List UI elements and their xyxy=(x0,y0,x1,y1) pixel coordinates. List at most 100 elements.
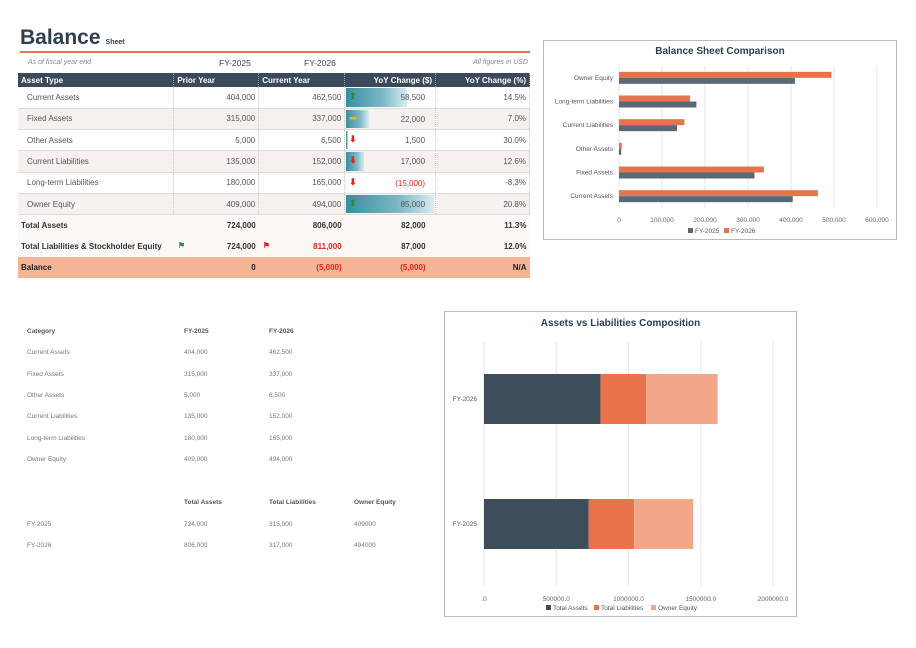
year-label: FY-2026 xyxy=(27,542,52,549)
prior-year-value: 724,000 xyxy=(226,242,256,252)
legend-swatch xyxy=(594,605,599,610)
value-cell: 6,500 xyxy=(269,391,286,399)
legend-label: FY-2025 xyxy=(695,228,720,235)
yoy-change-value: 85,000 xyxy=(400,199,426,209)
fy-current-label: FY-2026 xyxy=(304,58,336,68)
yoy-data-bar xyxy=(346,152,364,171)
prior-year-value: 724,000 xyxy=(173,214,259,237)
as-of-label: As of fiscal year end xyxy=(28,59,92,66)
stacked-segment-total-assets xyxy=(484,374,601,424)
table-row: Fixed Assets 315,000 337,000 ➡ 22,000 7.0% xyxy=(18,108,530,131)
row-label: Fixed Assets xyxy=(18,108,175,131)
row-label: Owner Equity xyxy=(18,193,175,216)
chart-title: Balance Sheet Comparison xyxy=(655,46,785,57)
value-cell: 409,000 xyxy=(184,455,208,463)
prior-year-value: 409,000 xyxy=(173,193,260,216)
value-cell: 494,000 xyxy=(269,455,293,463)
current-year-value: 152,000 xyxy=(258,150,346,173)
legend-label: Total Liabilities xyxy=(601,605,644,612)
column-header: Total Liabilities xyxy=(269,499,316,506)
bar-fy2025 xyxy=(619,125,678,132)
chart2-svg: .0 500000.0 1000000.0 1500000.0 2000000.0 FY-… xyxy=(453,341,789,612)
y-category-label: Long-term Liabilities xyxy=(555,99,614,106)
prior-year-value: 0 xyxy=(173,257,259,279)
stacked-segment-owner-equity xyxy=(646,374,718,424)
trend-down-arrow-icon: ⬇ xyxy=(349,134,357,145)
yoy-change-cell: ⬇ 17,000 xyxy=(344,150,437,173)
chart-legend: Total Assets Total Liabilities Owner Equit… xyxy=(546,605,698,612)
page-title: Balance Sheet xyxy=(20,26,125,50)
current-year-value: 811,000 xyxy=(313,242,342,252)
col-header[interactable]: Current Year xyxy=(258,73,346,87)
category-label: Current Liabilities xyxy=(27,413,78,421)
column-header: Owner Equity xyxy=(354,499,396,506)
current-year-value: (5,000) xyxy=(258,257,345,279)
row-label: Long-term Liabilities xyxy=(18,172,175,194)
bar-fy2025 xyxy=(619,77,795,84)
stacked-segment-total-assets xyxy=(484,499,589,549)
trend-up-arrow-icon: ⬆ xyxy=(349,197,357,208)
yoy-change-value: 82,000 xyxy=(344,214,436,237)
current-year-value: 165,000 xyxy=(258,172,346,194)
value-cell: 165,000 xyxy=(269,434,293,442)
row-label: Total Assets xyxy=(18,214,174,237)
current-year-value: 6,500 xyxy=(258,129,346,152)
sub-header: As of fiscal year end FY-2025 FY-2026 Al… xyxy=(20,56,530,72)
current-year-value: 806,000 xyxy=(258,214,345,237)
title-sub: Sheet xyxy=(105,39,125,46)
stacked-segment-owner-equity xyxy=(634,499,694,549)
value-cell: 337,000 xyxy=(269,370,293,378)
row-label: Total Liabilities & Stockholder Equity xyxy=(18,236,174,258)
y-category-label: FY-2025 xyxy=(453,521,478,528)
col-header[interactable]: Prior Year xyxy=(173,73,260,87)
yoy-change-cell: ➡ 22,000 xyxy=(344,108,437,131)
value-cell: 409000 xyxy=(354,520,376,528)
value-cell: 315,000 xyxy=(184,370,208,378)
x-tick-label: 2000000.0 xyxy=(758,596,789,603)
row-label: Balance xyxy=(18,257,174,279)
current-year-value: 494,000 xyxy=(258,193,346,216)
trend-down-arrow-icon: ⬇ xyxy=(349,155,357,166)
bar-fy2026 xyxy=(619,190,818,197)
prior-year-value: 315,000 xyxy=(173,108,260,131)
x-tick-label: 1000000.0 xyxy=(613,596,644,603)
x-tick-label: 500000.0 xyxy=(543,596,570,603)
yoy-change-cell: ⬆ 58,500 xyxy=(344,87,437,109)
yoy-data-bar xyxy=(346,131,348,150)
composition-chart: Assets vs Liabilities Composition .0 5000… xyxy=(444,311,797,617)
column-header: FY-2025 xyxy=(184,328,209,335)
value-cell: 404,000 xyxy=(184,349,208,357)
category-label: Long-term Liabilities xyxy=(27,434,86,442)
yoy-data-bar xyxy=(346,194,435,214)
col-header[interactable]: Asset Type xyxy=(18,73,175,87)
total-assets-row: Total Assets 724,000 806,000 82,000 11.3… xyxy=(18,214,530,237)
yoy-change-value: 17,000 xyxy=(400,157,426,167)
value-cell: 135,000 xyxy=(184,413,208,421)
chart1-svg: 0 100,000 200,000 300,000 400,000 500,000 600,… xyxy=(555,66,889,235)
col-header[interactable]: YoY Change ($) xyxy=(344,73,437,87)
col-header[interactable]: YoY Change (%) xyxy=(435,73,530,87)
row-label: Current Liabilities xyxy=(18,150,175,173)
value-cell: 806,000 xyxy=(184,542,208,549)
yoy-change-value: 87,000 xyxy=(344,236,436,258)
bar-fy2026 xyxy=(619,95,690,102)
x-tick-label: 100,000 xyxy=(650,217,674,224)
balance-comparison-chart: Balance Sheet Comparison 0 100,000 200,000… xyxy=(543,40,897,240)
yoy-percent-value: -8.3% xyxy=(435,172,530,194)
yoy-percent-value: 14.5% xyxy=(435,87,530,109)
yoy-change-cell: ⬇ 1,500 xyxy=(344,129,437,152)
yoy-data-bar xyxy=(346,88,407,107)
x-tick-label: 500,000 xyxy=(822,217,846,224)
value-cell: 152,000 xyxy=(269,413,293,421)
y-category-label: Current Liabilities xyxy=(563,122,614,129)
current-year-cell: ⚑ 811,000 xyxy=(258,236,345,258)
yoy-percent-value: 12.6% xyxy=(435,150,530,173)
yoy-data-bar xyxy=(346,109,370,129)
legend-swatch xyxy=(546,605,551,610)
yoy-change-value: 22,000 xyxy=(400,114,426,124)
bar-fy2026 xyxy=(619,119,685,126)
bar-fy2025 xyxy=(619,196,793,203)
x-tick-label: .0 xyxy=(481,596,487,603)
y-category-label: FY-2026 xyxy=(453,396,478,403)
row-label: Other Assets xyxy=(18,129,175,152)
